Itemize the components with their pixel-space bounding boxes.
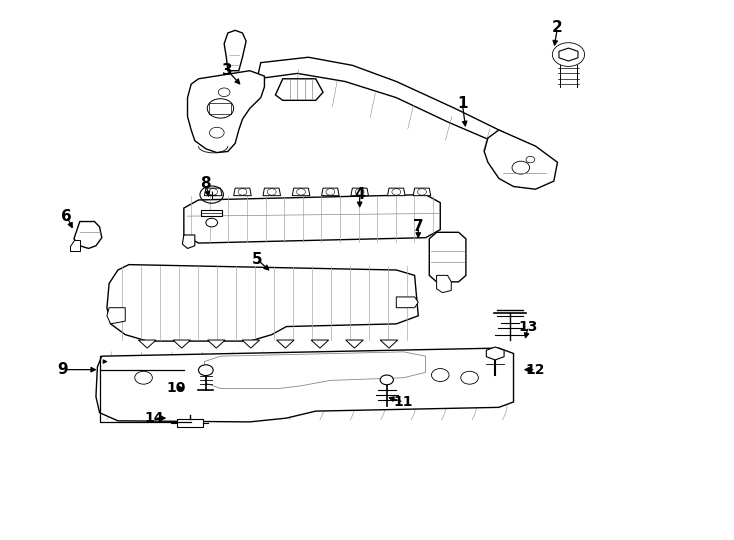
Text: 9: 9 <box>58 362 68 377</box>
Polygon shape <box>346 340 363 348</box>
Polygon shape <box>204 188 222 195</box>
Text: 10: 10 <box>167 381 186 395</box>
Polygon shape <box>413 188 431 195</box>
Polygon shape <box>263 188 280 195</box>
Polygon shape <box>277 340 294 348</box>
Text: 13: 13 <box>518 320 538 334</box>
Polygon shape <box>184 194 440 243</box>
Text: 14: 14 <box>145 411 164 425</box>
Circle shape <box>198 365 213 375</box>
Polygon shape <box>139 340 156 348</box>
Polygon shape <box>74 221 102 248</box>
Polygon shape <box>311 340 329 348</box>
Polygon shape <box>437 275 451 293</box>
Polygon shape <box>176 419 203 427</box>
Polygon shape <box>396 297 418 308</box>
Polygon shape <box>187 71 264 153</box>
Polygon shape <box>559 48 578 61</box>
Polygon shape <box>96 348 514 422</box>
Text: 1: 1 <box>457 96 468 111</box>
Polygon shape <box>70 240 80 251</box>
Text: 4: 4 <box>355 187 365 202</box>
Polygon shape <box>388 188 405 195</box>
Polygon shape <box>224 30 246 71</box>
Polygon shape <box>201 210 222 216</box>
Polygon shape <box>484 130 558 189</box>
Text: 3: 3 <box>222 63 233 78</box>
Circle shape <box>380 375 393 384</box>
Text: 5: 5 <box>252 252 263 267</box>
Polygon shape <box>257 57 528 157</box>
Polygon shape <box>292 188 310 195</box>
Text: 11: 11 <box>394 395 413 409</box>
Text: 2: 2 <box>552 20 563 35</box>
Circle shape <box>206 218 217 227</box>
Polygon shape <box>173 340 191 348</box>
Text: 8: 8 <box>200 177 211 191</box>
Polygon shape <box>107 265 418 341</box>
Polygon shape <box>275 79 323 100</box>
Polygon shape <box>242 340 260 348</box>
Polygon shape <box>182 235 195 248</box>
Polygon shape <box>321 188 339 195</box>
Text: 6: 6 <box>61 208 72 224</box>
Polygon shape <box>208 340 225 348</box>
Polygon shape <box>429 232 466 282</box>
Polygon shape <box>351 188 368 195</box>
Polygon shape <box>380 340 398 348</box>
Text: 12: 12 <box>526 363 545 376</box>
Polygon shape <box>107 308 126 324</box>
Polygon shape <box>487 347 504 360</box>
Polygon shape <box>233 188 251 195</box>
Text: 7: 7 <box>413 219 424 234</box>
